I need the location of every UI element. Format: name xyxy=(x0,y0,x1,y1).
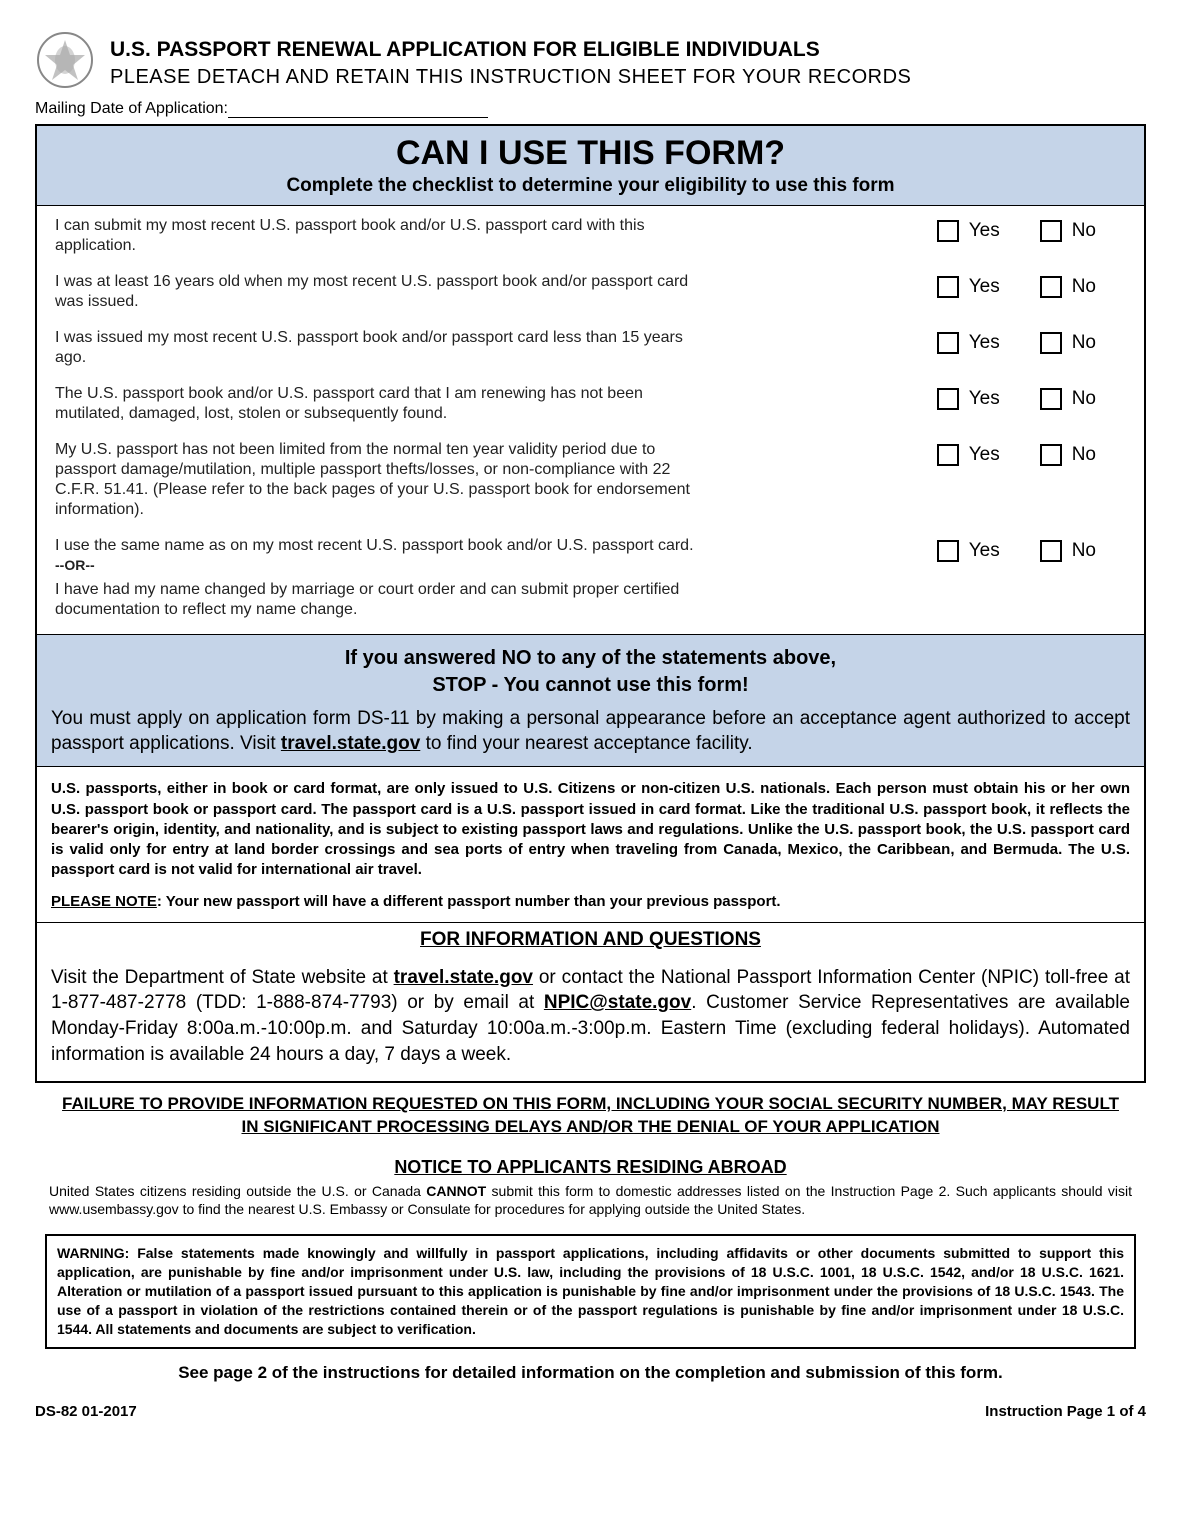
check-text: I have had my name changed by marriage o… xyxy=(55,580,695,620)
check-text: I use the same name as on my most recent… xyxy=(55,536,695,576)
form-title: U.S. PASSPORT RENEWAL APPLICATION FOR EL… xyxy=(110,38,1146,62)
eligibility-checklist: I can submit my most recent U.S. passpor… xyxy=(37,206,1144,634)
mailing-date-input[interactable] xyxy=(228,117,488,118)
ds11-text: You must apply on application form DS-11… xyxy=(51,707,1130,756)
check-text: My U.S. passport has not been limited fr… xyxy=(55,440,695,520)
check-text: The U.S. passport book and/or U.S. passp… xyxy=(55,384,695,424)
page-number: Instruction Page 1 of 4 xyxy=(985,1403,1146,1420)
abroad-heading: NOTICE TO APPLICANTS RESIDING ABROAD xyxy=(35,1157,1146,1178)
checkbox-yes[interactable] xyxy=(937,220,959,242)
page-footer: DS-82 01-2017 Instruction Page 1 of 4 xyxy=(35,1403,1146,1420)
page-header: U.S. PASSPORT RENEWAL APPLICATION FOR EL… xyxy=(35,30,1146,90)
eligibility-header: CAN I USE THIS FORM? Complete the checkl… xyxy=(37,126,1144,206)
link-npic-email[interactable]: NPIC@state.gov xyxy=(544,992,691,1013)
checkbox-no[interactable] xyxy=(1040,540,1062,562)
check-text: I was issued my most recent U.S. passpor… xyxy=(55,328,695,368)
see-page2: See page 2 of the instructions for detai… xyxy=(35,1363,1146,1383)
checkbox-no[interactable] xyxy=(1040,444,1062,466)
abroad-text: United States citizens residing outside … xyxy=(35,1178,1146,1228)
checkbox-no[interactable] xyxy=(1040,332,1062,354)
failure-warning: FAILURE TO PROVIDE INFORMATION REQUESTED… xyxy=(35,1083,1146,1149)
info-questions-heading: FOR INFORMATION AND QUESTIONS xyxy=(37,922,1144,957)
check-row: I use the same name as on my most recent… xyxy=(55,536,1126,576)
form-subtitle: PLEASE DETACH AND RETAIN THIS INSTRUCTIO… xyxy=(110,66,1146,89)
check-row: I was at least 16 years old when my most… xyxy=(55,272,1126,312)
mailing-date-row: Mailing Date of Application: xyxy=(35,100,1146,118)
checkbox-yes[interactable] xyxy=(937,444,959,466)
check-row: My U.S. passport has not been limited fr… xyxy=(55,440,1126,520)
warning-box: WARNING: False statements made knowingly… xyxy=(45,1234,1136,1348)
checkbox-yes[interactable] xyxy=(937,388,959,410)
check-text: I was at least 16 years old when my most… xyxy=(55,272,695,312)
eligibility-heading: CAN I USE THIS FORM? xyxy=(47,134,1134,173)
check-row: I was issued my most recent U.S. passpor… xyxy=(55,328,1126,368)
info-questions-text: Visit the Department of State website at… xyxy=(37,957,1144,1082)
stop-line1: If you answered NO to any of the stateme… xyxy=(51,645,1130,672)
us-seal-icon xyxy=(35,30,95,90)
checkbox-no[interactable] xyxy=(1040,276,1062,298)
check-row-or: I have had my name changed by marriage o… xyxy=(55,580,1126,620)
eligibility-subheading: Complete the checklist to determine your… xyxy=(47,175,1134,197)
stop-section: If you answered NO to any of the stateme… xyxy=(37,634,1144,767)
checkbox-no[interactable] xyxy=(1040,388,1062,410)
stop-line2: STOP - You cannot use this form! xyxy=(51,672,1130,699)
link-travel-state-2[interactable]: travel.state.gov xyxy=(394,967,533,988)
passport-info-block: U.S. passports, either in book or card f… xyxy=(37,767,1144,892)
checkbox-yes[interactable] xyxy=(937,276,959,298)
main-container: CAN I USE THIS FORM? Complete the checkl… xyxy=(35,124,1146,1083)
checkbox-yes[interactable] xyxy=(937,332,959,354)
check-row: The U.S. passport book and/or U.S. passp… xyxy=(55,384,1126,424)
form-number: DS-82 01-2017 xyxy=(35,1403,137,1420)
check-row: I can submit my most recent U.S. passpor… xyxy=(55,216,1126,256)
check-text: I can submit my most recent U.S. passpor… xyxy=(55,216,695,256)
checkbox-no[interactable] xyxy=(1040,220,1062,242)
or-label: --OR-- xyxy=(55,557,95,573)
link-travel-state[interactable]: travel.state.gov xyxy=(281,733,420,754)
checkbox-yes[interactable] xyxy=(937,540,959,562)
mailing-date-label: Mailing Date of Application: xyxy=(35,100,228,117)
please-note: PLEASE NOTE: Your new passport will have… xyxy=(37,893,1144,922)
